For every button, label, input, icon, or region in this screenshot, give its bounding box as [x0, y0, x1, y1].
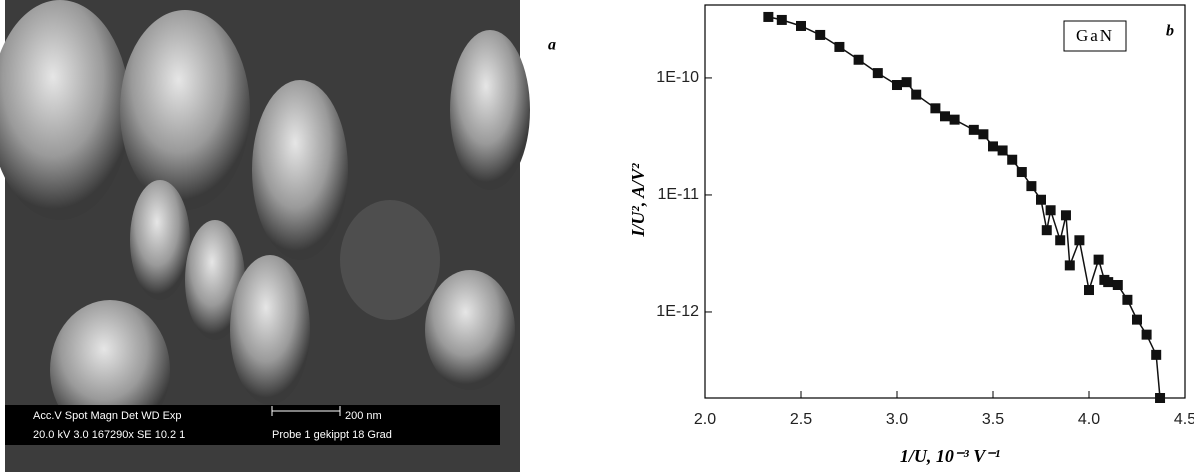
- data-point: [940, 111, 950, 122]
- scale-label: 200 nm: [345, 410, 382, 422]
- data-point: [1093, 254, 1104, 265]
- data-point: [911, 89, 922, 100]
- x-tick-label: 3.5: [982, 411, 1004, 428]
- data-point: [1060, 210, 1071, 221]
- y-tick-label: 1E-11: [657, 186, 699, 203]
- sem-grain: [120, 10, 250, 210]
- data-point: [853, 54, 864, 65]
- data-point: [968, 124, 979, 135]
- data-point: [1112, 280, 1123, 291]
- x-tick-label: 3.0: [886, 411, 908, 428]
- y-tick-label: 1E-12: [656, 303, 699, 320]
- x-tick-label: 4.0: [1078, 411, 1100, 428]
- data-point: [815, 29, 826, 40]
- data-point: [1074, 235, 1085, 246]
- y-tick-label: 1E-10: [656, 69, 699, 86]
- series-line: [768, 16, 1161, 399]
- data-point: [978, 129, 989, 140]
- sem-info-bar: [5, 405, 500, 445]
- annotation: GaN: [1076, 26, 1114, 45]
- sem-grain: [185, 220, 245, 340]
- data-point: [988, 141, 998, 152]
- data-point: [763, 11, 774, 22]
- panel-label: a: [548, 37, 556, 54]
- data-point: [1132, 314, 1142, 325]
- data-point: [1155, 393, 1166, 403]
- data-point: [997, 145, 1008, 156]
- sem-image: Acc.V Spot Magn Det WD Exp 20.0 kV 3.0 1…: [0, 0, 530, 472]
- x-tick-label: 2.5: [790, 411, 812, 428]
- sem-grain: [340, 200, 440, 320]
- data-point: [1122, 294, 1133, 305]
- data-point: [1055, 235, 1066, 246]
- data-point: [1045, 205, 1056, 216]
- data-point: [1016, 167, 1027, 178]
- data-point: [1007, 154, 1018, 165]
- data-point: [1026, 181, 1037, 192]
- data-point: [892, 80, 902, 91]
- data-point: [872, 68, 883, 79]
- data-point: [901, 77, 912, 88]
- sem-grain: [425, 270, 515, 390]
- sem-grain: [0, 0, 130, 220]
- sem-grain: [450, 30, 530, 190]
- panel-label: b: [1166, 23, 1174, 40]
- y-axis-label: I/U², A/V²: [628, 163, 648, 238]
- data-point: [1151, 349, 1162, 360]
- data-point: [1084, 285, 1094, 296]
- data-point: [949, 114, 960, 125]
- data-point: [1103, 277, 1114, 288]
- data-point: [1036, 194, 1046, 205]
- data-point: [930, 103, 941, 114]
- data-point: [796, 20, 806, 31]
- data-point: [776, 14, 787, 25]
- plot-frame: [704, 4, 1186, 399]
- data-point: [834, 41, 845, 52]
- sem-grain: [252, 80, 348, 260]
- x-tick-label: 2.0: [694, 411, 716, 428]
- sem-sample: Probe 1 gekippt 18 Grad: [272, 429, 392, 441]
- data-point: [1064, 260, 1075, 271]
- sem-grain: [230, 255, 310, 405]
- x-axis-label: 1/U, 10⁻³ V⁻¹: [900, 446, 1000, 466]
- sem-settings: 20.0 kV 3.0 167290x SE 10.2 1: [33, 429, 185, 441]
- sem-header: Acc.V Spot Magn Det WD Exp: [33, 410, 182, 422]
- data-point: [1141, 329, 1152, 340]
- data-point: [1041, 225, 1052, 236]
- sem-grain: [130, 180, 190, 300]
- annotation-box: [1063, 20, 1127, 52]
- x-tick-label: 4.5: [1174, 411, 1194, 428]
